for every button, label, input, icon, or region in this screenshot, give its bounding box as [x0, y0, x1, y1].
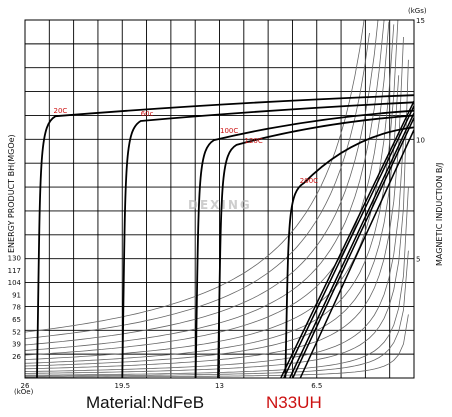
energy-curve [25, 139, 404, 372]
left-tick-label: 52 [12, 328, 21, 336]
energy-curve [25, 21, 390, 356]
temperature-label: 20C [54, 107, 68, 115]
watermark-text: DEXING [188, 198, 252, 212]
energy-curve [25, 187, 409, 376]
right-axis-title: MAGNETIC INDUCTION B/J [435, 163, 444, 266]
left-tick-label: 91 [12, 291, 21, 299]
plot-frame [24, 19, 415, 379]
temperature-labels: 20C 60c 100C 120C 200C [54, 107, 319, 185]
intrinsic-curve [194, 109, 414, 378]
right-tick-label: 5 [416, 256, 420, 264]
normal-curve [280, 100, 414, 378]
energy-curve [25, 20, 385, 351]
energy-curve [25, 36, 404, 370]
left-tick-label: 130 [8, 255, 21, 263]
intrinsic-curve [217, 114, 414, 378]
intrinsic-curve [36, 94, 414, 378]
energy-curve [25, 24, 395, 361]
intrinsic-curve [121, 101, 414, 378]
left-tick-label: 65 [12, 316, 21, 324]
energy-product-curves [25, 20, 409, 378]
temperature-label: 120C [245, 137, 263, 145]
right-tick-label: 15 [416, 17, 425, 25]
material-caption: Material:NdFeB [86, 393, 205, 412]
x-tick-label: 26 [21, 382, 30, 390]
right-tick-label: 10 [416, 136, 425, 144]
left-tick-label: 117 [8, 267, 21, 275]
normal-curve [283, 105, 414, 378]
normal-curve [299, 129, 414, 378]
energy-curve [25, 59, 409, 374]
intrinsic-curve [284, 126, 414, 378]
energy-curve [25, 250, 409, 377]
energy-curve [25, 75, 400, 367]
energy-curve [25, 20, 379, 346]
grade-caption: N33UH [266, 393, 322, 412]
left-tick-label: 26 [12, 353, 21, 361]
demag-curves [36, 94, 414, 378]
axis-ticks: 26 19.5 13 6.5 15 10 5 130 117 104 91 78 65 52 39 26 [8, 17, 425, 390]
x-tick-label: 13 [215, 382, 224, 390]
energy-curve [25, 20, 399, 364]
energy-curve [25, 20, 365, 333]
normal-curve [289, 112, 414, 378]
energy-curve [25, 314, 409, 378]
left-tick-label: 39 [12, 341, 21, 349]
normal-curve [292, 117, 414, 378]
temperature-label: 60c [141, 110, 154, 118]
x-unit-label: (kOe) [14, 388, 34, 396]
left-tick-label: 104 [8, 279, 22, 287]
x-tick-label: 6.5 [311, 382, 322, 390]
left-tick-label: 78 [12, 304, 21, 312]
temperature-label: 200C [300, 177, 318, 185]
x-tick-label: 19.5 [115, 382, 131, 390]
left-axis-title: ENERGY PRODUCT BH(MGOe) [7, 134, 16, 253]
right-unit-label: (kGs) [408, 7, 427, 15]
temperature-label: 100C [220, 127, 238, 135]
